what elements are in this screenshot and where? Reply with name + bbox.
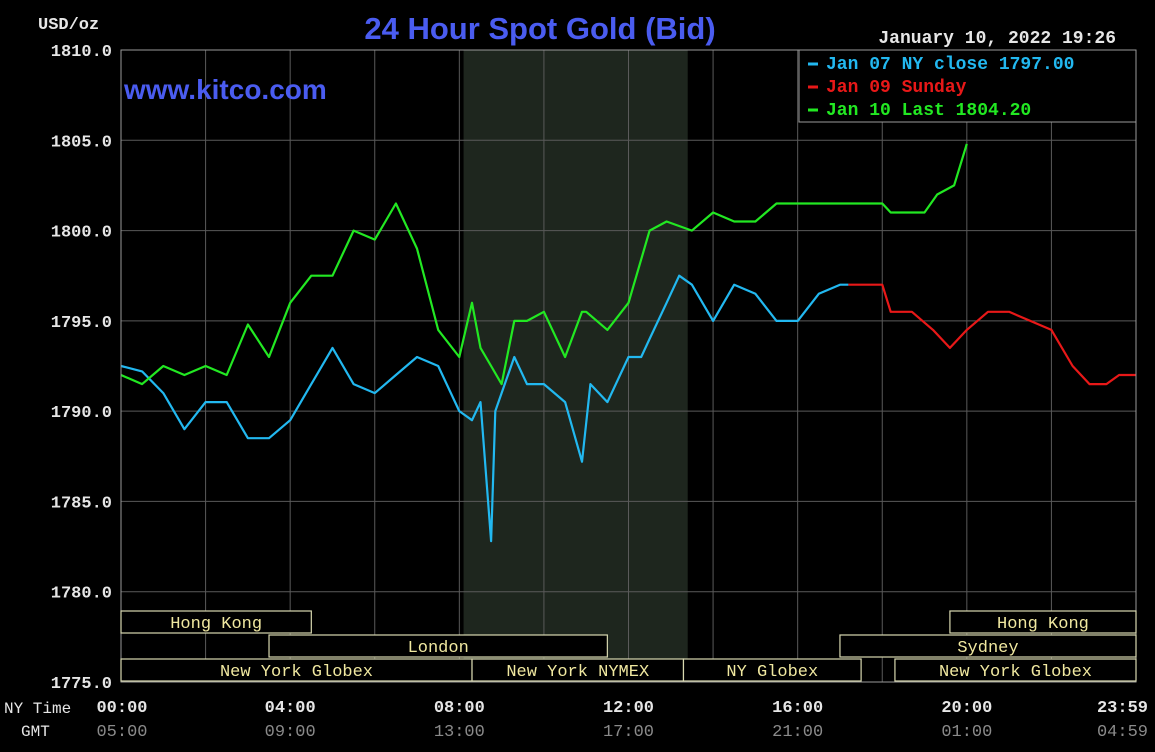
plot-frame [120,49,1137,683]
x-tick-labels: 00:00 05:00 04:00 09:00 08:00 13:00 12:00 17:00… [96,699,1148,742]
session-label: Sydney [957,639,1018,658]
y-tick-label: 1785.0 [51,494,112,513]
x-tick-gmt: 09:00 [265,723,316,742]
x-tick-gmt: 21:00 [772,723,823,742]
series-line-1 [848,283,1136,386]
session-bar [949,610,1137,634]
session-bar [268,634,608,658]
grid-lines [121,50,1136,682]
series-lines [120,143,1136,543]
session-bar [120,610,312,634]
session-label: Hong Kong [997,615,1089,634]
x-tick-ny: 00:00 [96,699,147,718]
x-tick-ny: 20:00 [941,699,992,718]
legend-entry: Jan 09 Sunday [826,78,967,98]
y-tick-label: 1810.0 [51,43,112,62]
x-tick-gmt: 01:00 [941,723,992,742]
session-label: Hong Kong [170,615,262,634]
y-tick-label: 1805.0 [51,133,112,152]
session-label: NY Globex [726,663,818,682]
gmt-label: GMT [21,723,50,741]
session-label: New York NYMEX [506,663,649,682]
x-tick-ny: 04:00 [265,699,316,718]
x-tick-ny: 08:00 [434,699,485,718]
session-bar [894,658,1137,682]
legend-entry: Jan 10 Last 1804.20 [826,101,1031,121]
y-tick-label: 1790.0 [51,404,112,423]
session-label: New York Globex [939,663,1092,682]
x-tick-ny: 23:59 [1097,699,1148,718]
timestamp: January 10, 2022 19:26 [878,29,1116,49]
y-tick-label: 1795.0 [51,314,112,333]
legend: Jan 07 NY close 1797.00 Jan 09 Sunday Jan … [808,55,1074,121]
chart-title: 24 Hour Spot Gold (Bid) [364,11,715,46]
x-tick-gmt: 13:00 [434,723,485,742]
y-tick-labels: 1810.0 1805.0 1800.0 1795.0 1790.0 1785.0 1780… [51,43,112,694]
x-tick-ny: 16:00 [772,699,823,718]
shaded-region [463,50,688,682]
series-line-2 [120,143,968,386]
x-tick-ny: 12:00 [603,699,654,718]
market-sessions: Hong Kong Hong Kong London Sydney New York G… [120,610,1137,682]
y-tick-label: 1775.0 [51,675,112,694]
legend-box [798,49,1137,123]
ny-time-label: NY Time [4,700,71,718]
session-label: New York Globex [220,663,373,682]
x-tick-gmt: 04:59 [1097,723,1148,742]
x-tick-gmt: 17:00 [603,723,654,742]
session-bar [682,658,862,682]
session-bar [839,634,1137,658]
legend-entry: Jan 07 NY close 1797.00 [826,55,1074,75]
session-label: London [408,639,469,658]
y-axis-label: USD/oz [38,16,99,35]
y-tick-label: 1800.0 [51,224,112,243]
series-line-0 [120,274,849,543]
y-tick-label: 1780.0 [51,585,112,604]
x-tick-gmt: 05:00 [96,723,147,742]
watermark-url: www.kitco.com [123,74,327,105]
